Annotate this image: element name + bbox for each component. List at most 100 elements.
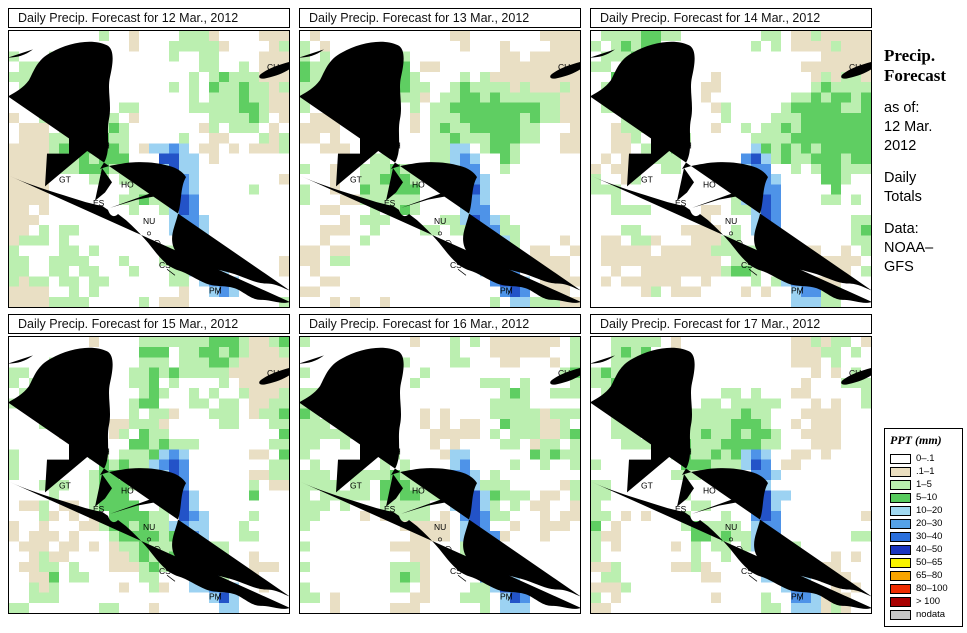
forecast-panel-16mar: Daily Precip. Forecast for 16 Mar., 2012… (299, 314, 581, 614)
country-label: GT (641, 174, 654, 184)
legend-box: PPT (mm) 0–.1 .1–1 1–5 5–10 10–20 20–30 30–40 4… (884, 428, 963, 627)
legend-entry-label: 30–40 (916, 531, 943, 542)
country-label: CU (267, 368, 279, 378)
country-labels: MX CU BH GT HO ES NU CS PM (641, 62, 861, 296)
asof-date-line2: 2012 (884, 138, 917, 154)
legend-entry: 40–50 (890, 543, 958, 556)
legend-title: PPT (mm) (890, 433, 942, 447)
country-label: PM (500, 286, 513, 296)
country-label: MX (655, 86, 668, 96)
legend-entry-label: nodata (916, 609, 946, 620)
country-label: MX (364, 86, 377, 96)
legend-swatch (890, 492, 911, 503)
label-pointer (798, 592, 804, 601)
label-pointer (391, 150, 399, 160)
country-label: BH (389, 140, 401, 150)
legend-swatch (890, 596, 911, 607)
panel-title: Daily Precip. Forecast for 16 Mar., 2012 (299, 314, 581, 334)
forecast-map: MX CU BH GT HO ES NU CS PM (8, 336, 290, 614)
country-label: CU (849, 368, 861, 378)
legend-swatch (890, 544, 911, 555)
label-pointer (682, 513, 689, 520)
legend-swatch (890, 531, 911, 542)
country-labels: MX CU BH GT HO ES NU CS PM (350, 368, 570, 602)
label-pointer (682, 150, 690, 160)
country-label: PM (791, 286, 804, 296)
country-label: CU (267, 62, 279, 72)
label-pointer (391, 513, 398, 520)
country-label: MX (655, 392, 668, 402)
country-label: HO (412, 179, 425, 189)
country-label: NU (143, 522, 155, 532)
country-label: MX (73, 392, 86, 402)
legend-entry-label: 5–10 (916, 492, 938, 503)
legend-entry-label: 80–100 (916, 583, 948, 594)
legend-swatch (890, 453, 911, 464)
legend-swatch (890, 479, 911, 490)
country-label: CS (159, 260, 171, 270)
country-label: GT (641, 480, 654, 490)
country-label: CS (741, 566, 753, 576)
label-pointer (216, 592, 222, 601)
forecast-panels-grid: Daily Precip. Forecast for 12 Mar., 2012… (8, 8, 872, 614)
legend-entry: .1–1 (890, 465, 958, 478)
country-label: GT (350, 480, 363, 490)
label-pointer (216, 286, 222, 295)
legend-entry: 5–10 (890, 491, 958, 504)
country-label: NU (725, 216, 737, 226)
legend-entry: 30–40 (890, 530, 958, 543)
legend-entry-label: 10–20 (916, 505, 943, 516)
legend-entry-label: 50–65 (916, 557, 943, 568)
label-pointer (798, 286, 804, 295)
legend-entry: 50–65 (890, 556, 958, 569)
legend-entry: 10–20 (890, 504, 958, 517)
legend-swatch (890, 557, 911, 568)
label-pointer (166, 268, 176, 276)
label-pointer (166, 574, 176, 582)
country-labels: MX CU BH GT HO ES NU CS PM (350, 62, 570, 296)
country-label: NU (434, 522, 446, 532)
label-pointer (82, 405, 93, 418)
label-pointer (391, 456, 399, 466)
sidebar-heading-line2: Forecast (884, 66, 946, 85)
data-label: Data: (884, 221, 919, 237)
label-pointer (457, 574, 467, 582)
forecast-map: MX CU BH GT HO ES NU CS PM (590, 30, 872, 308)
legend-entry-label: 0–.1 (916, 453, 935, 464)
legend-swatch (890, 609, 911, 620)
country-label: BH (389, 446, 401, 456)
coastline-overlay: MX CU BH GT HO ES NU CS PM (9, 347, 289, 610)
country-label: BH (98, 446, 110, 456)
coastline-overlay: MX CU BH GT HO ES NU CS PM (300, 347, 580, 610)
label-pointer (748, 268, 758, 276)
label-pointer (682, 207, 689, 214)
forecast-panel-15mar: Daily Precip. Forecast for 15 Mar., 2012… (8, 314, 290, 614)
country-label: ES (93, 198, 105, 208)
forecast-panel-12mar: Daily Precip. Forecast for 12 Mar., 2012… (8, 8, 290, 308)
country-label: GT (350, 174, 363, 184)
legend-entry-label: 65–80 (916, 570, 943, 581)
label-pointer (664, 99, 675, 112)
legend-swatch (890, 466, 911, 477)
country-label: PM (500, 592, 513, 602)
coastline-overlay: MX CU BH GT HO ES NU CS PM (9, 41, 289, 304)
info-sidebar: Precip. Forecast as of: 12 Mar. 2012 Dai… (884, 46, 964, 277)
panel-title: Daily Precip. Forecast for 17 Mar., 2012 (590, 314, 872, 334)
label-pointer (682, 456, 690, 466)
country-label: HO (121, 485, 134, 495)
forecast-panel-17mar: Daily Precip. Forecast for 17 Mar., 2012… (590, 314, 872, 614)
country-label: ES (675, 198, 687, 208)
forecast-map: MX CU BH GT HO ES NU CS PM (8, 30, 290, 308)
legend-entry: > 100 (890, 595, 958, 608)
legend-entries: 0–.1 .1–1 1–5 5–10 10–20 20–30 30–40 40–50 50–65… (890, 452, 958, 621)
country-label: BH (680, 140, 692, 150)
totals-line2: Totals (884, 189, 922, 205)
label-pointer (457, 268, 467, 276)
country-label: CU (849, 62, 861, 72)
label-pointer (373, 99, 384, 112)
country-label: CS (741, 260, 753, 270)
country-label: HO (703, 485, 716, 495)
label-pointer (100, 456, 108, 466)
country-label: PM (791, 592, 804, 602)
legend-entry: 65–80 (890, 569, 958, 582)
